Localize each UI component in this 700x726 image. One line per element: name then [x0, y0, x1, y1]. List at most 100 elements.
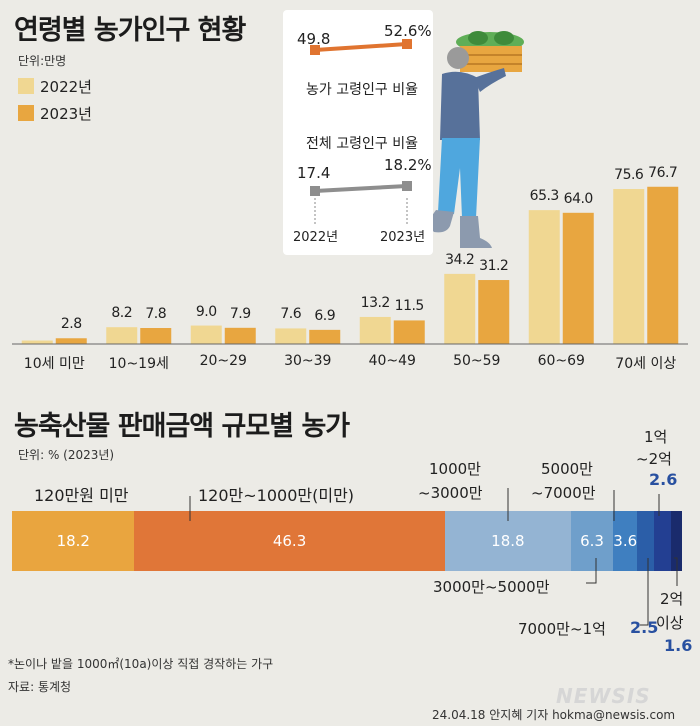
cat-label-2-line2: ~3000만 — [418, 484, 483, 502]
segment-0: 18.2 — [12, 511, 135, 571]
category-label-7: 70세 이상 — [615, 356, 677, 372]
bar-2022-3 — [275, 328, 307, 344]
chart2-title: 농축산물 판매금액 규모별 농가 — [14, 411, 350, 442]
bar-2022-7 — [613, 189, 645, 344]
inset-line1-end-label: 52.6% — [384, 22, 432, 40]
leader-line-5 — [640, 558, 649, 626]
leader-line-7 — [674, 557, 678, 586]
value-label-2022-2: 9.0 — [195, 303, 217, 320]
inset-x-label-2023: 2023년 — [380, 230, 426, 245]
bar-2023-5 — [478, 280, 510, 344]
category-label-3: 30~39 — [284, 353, 332, 369]
inset-line2-start-label: 17.4 — [297, 164, 331, 182]
category-label-1: 10~19세 — [108, 356, 169, 372]
segment-2: 18.8 — [444, 511, 572, 571]
segment-value-4: 3.6 — [613, 532, 638, 550]
bar-2023-7 — [647, 186, 679, 344]
value-label-2023-3: 6.9 — [314, 307, 336, 324]
segment-3: 6.3 — [570, 511, 614, 571]
category-label-6: 60~69 — [537, 353, 585, 369]
inset-line-chart — [310, 39, 412, 224]
value-label-2022-3: 7.6 — [280, 306, 302, 323]
segment-value-1: 46.3 — [272, 532, 307, 550]
chart2-unit: 단위: % (2023년) — [18, 448, 115, 462]
inset-line-1 — [314, 184, 408, 193]
value-label-2023-4: 11.5 — [394, 298, 425, 315]
value-label-2023-6: 64.0 — [563, 190, 594, 207]
cat-label-6-line2: ~2억 — [636, 450, 672, 468]
farmer-illustration — [426, 31, 524, 248]
segment-1: 46.3 — [134, 511, 446, 571]
bar-2023-1 — [140, 328, 172, 344]
cat-label-4-line1: 5000만 — [541, 460, 593, 478]
bar-2022-1 — [106, 327, 138, 344]
cat-label-0: 120만원 미만 — [34, 486, 129, 505]
legend-label-2022: 2022년 — [40, 78, 92, 96]
bar-2022-2 — [190, 325, 222, 344]
bar-2022-5 — [444, 273, 476, 344]
bar-2022-4 — [359, 316, 391, 344]
legend-swatch-2023 — [18, 105, 34, 121]
chart1-title: 연령별 농가인구 현황 — [14, 15, 246, 46]
cat-value-6: 2.6 — [649, 470, 678, 489]
segment-value-3: 6.3 — [580, 532, 604, 550]
bar-2023-0 — [55, 338, 87, 344]
category-label-0: 10세 미만 — [23, 356, 85, 372]
inset-x-label-2022: 2022년 — [293, 230, 339, 245]
inset-marker-1-1 — [402, 181, 412, 191]
legend-swatch-2022 — [18, 78, 34, 94]
category-label-4: 40~49 — [368, 353, 416, 369]
cat-value-5: 2.5 — [630, 618, 659, 637]
inset-marker-0-0 — [310, 45, 320, 55]
category-label-5: 50~59 — [453, 353, 501, 369]
cat-label-5: 7000만~1억 — [518, 620, 606, 638]
inset-line1-start-label: 49.8 — [297, 30, 331, 48]
segment-value-0: 18.2 — [56, 532, 90, 550]
cat-label-3: 3000만~5000만 — [433, 578, 550, 596]
legend-label-2023: 2023년 — [40, 105, 92, 123]
crate-icon — [460, 46, 522, 72]
inset-line1-name: 농가 고령인구 비율 — [306, 82, 418, 98]
category-label-2: 20~29 — [199, 353, 247, 369]
cat-label-6-line1: 1억 — [644, 428, 668, 446]
cat-label-7-line1: 2억 — [660, 590, 684, 608]
value-label-2023-2: 7.9 — [229, 305, 251, 322]
credit: 24.04.18 안지혜 기자 hokma@newsis.com — [432, 708, 676, 722]
segment-5 — [637, 511, 655, 571]
cat-label-7-line2: 이상 — [656, 614, 684, 632]
cat-label-1: 120만~1000만(미만) — [198, 486, 355, 505]
bar-2022-0 — [21, 340, 53, 344]
newsis-logo: NEWSIS — [556, 684, 651, 708]
inset-line-0 — [314, 42, 408, 52]
footnote: *논이나 밭을 1000㎡(10a)이상 직접 경작하는 가구 — [8, 657, 274, 671]
value-label-2023-7: 76.7 — [648, 164, 678, 181]
bar-2023-4 — [393, 320, 425, 344]
leader-line-3 — [586, 558, 597, 584]
bar-2023-6 — [562, 212, 594, 344]
cat-label-4-line2: ~7000만 — [531, 484, 596, 502]
source: 자료: 통계청 — [8, 680, 72, 694]
inset-marker-0-1 — [402, 39, 412, 49]
bar-2023-3 — [309, 329, 341, 344]
value-label-2022-1: 8.2 — [111, 305, 133, 322]
stacked-bar: 18.2 46.3 18.8 6.3 3.6 — [12, 511, 683, 571]
inset-line2-name: 전체 고령인구 비율 — [306, 136, 418, 152]
value-label-2023-1: 7.8 — [145, 306, 167, 322]
value-label-2022-6: 65.3 — [529, 188, 560, 205]
value-label-2022-4: 13.2 — [360, 294, 391, 311]
segment-4: 3.6 — [612, 511, 638, 571]
segment-7 — [671, 511, 683, 571]
value-label-2022-5: 34.2 — [445, 251, 475, 268]
cat-value-7: 1.6 — [664, 636, 693, 655]
bar-2023-2 — [224, 327, 256, 344]
chart1-unit: 단위:만명 — [18, 54, 67, 68]
value-label-2022-7: 75.6 — [614, 167, 644, 184]
inset-line2-end-label: 18.2% — [384, 156, 432, 174]
inset-marker-1-0 — [310, 186, 320, 196]
value-label-2023-5: 31.2 — [479, 258, 509, 275]
value-label-2023-0: 2.8 — [60, 316, 82, 333]
segment-6 — [653, 511, 672, 571]
bar-2022-6 — [528, 210, 560, 344]
cat-label-2-line1: 1000만 — [429, 460, 481, 478]
